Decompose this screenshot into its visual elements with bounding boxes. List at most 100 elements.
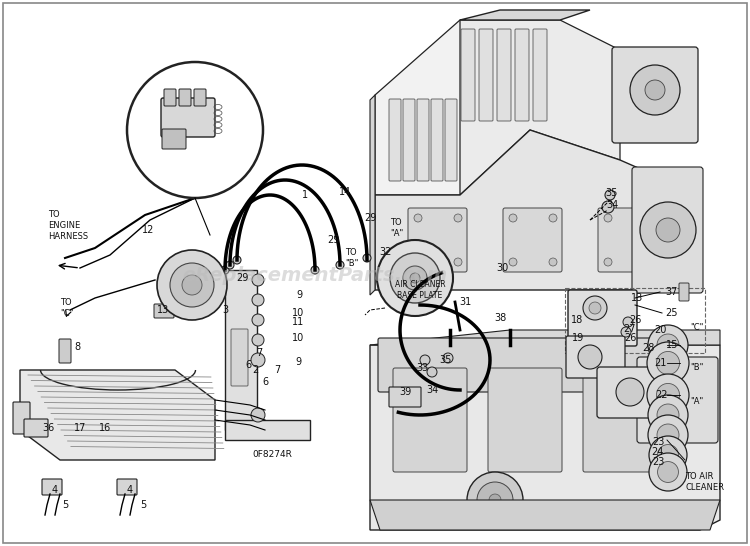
Circle shape [647, 374, 689, 416]
FancyBboxPatch shape [162, 129, 186, 149]
Circle shape [656, 218, 680, 242]
Text: 10: 10 [292, 333, 304, 343]
Circle shape [251, 353, 265, 367]
Circle shape [623, 317, 633, 327]
Text: TO
"B": TO "B" [345, 248, 358, 268]
FancyBboxPatch shape [488, 368, 562, 472]
Text: TO
"C": TO "C" [60, 298, 74, 318]
Text: eReplacementParts.com: eReplacementParts.com [182, 266, 448, 285]
Text: 28: 28 [642, 343, 654, 353]
Text: 5: 5 [62, 500, 68, 510]
FancyBboxPatch shape [231, 329, 248, 386]
Text: 38: 38 [494, 313, 506, 323]
Text: 8: 8 [74, 342, 80, 352]
Text: 2: 2 [252, 365, 258, 375]
Circle shape [657, 334, 679, 356]
Circle shape [578, 345, 602, 369]
Circle shape [363, 254, 371, 262]
FancyBboxPatch shape [598, 208, 657, 272]
Circle shape [509, 214, 517, 222]
Circle shape [630, 65, 680, 115]
Text: 9: 9 [296, 290, 302, 300]
Text: "C": "C" [690, 323, 703, 332]
FancyBboxPatch shape [612, 47, 698, 143]
Circle shape [616, 378, 644, 406]
Circle shape [221, 266, 229, 274]
Circle shape [182, 275, 202, 295]
Circle shape [602, 201, 614, 213]
Text: 23: 23 [652, 457, 664, 467]
FancyBboxPatch shape [389, 99, 401, 181]
Polygon shape [370, 345, 720, 530]
Polygon shape [375, 130, 700, 290]
Text: 25: 25 [666, 308, 678, 318]
FancyBboxPatch shape [503, 208, 562, 272]
FancyBboxPatch shape [59, 339, 71, 363]
Polygon shape [370, 95, 375, 295]
Text: 16: 16 [99, 423, 111, 433]
Text: 4: 4 [127, 485, 133, 495]
Text: 13: 13 [631, 293, 643, 303]
Circle shape [621, 327, 631, 337]
FancyBboxPatch shape [566, 336, 625, 378]
Circle shape [656, 352, 680, 375]
Text: 4: 4 [52, 485, 58, 495]
Circle shape [649, 453, 687, 491]
Circle shape [658, 444, 679, 465]
Text: 3: 3 [222, 305, 228, 315]
Circle shape [605, 190, 615, 200]
Text: 27: 27 [622, 324, 635, 334]
Circle shape [454, 214, 462, 222]
Circle shape [648, 395, 688, 435]
Circle shape [644, 214, 652, 222]
FancyBboxPatch shape [194, 89, 206, 106]
FancyBboxPatch shape [225, 270, 257, 430]
FancyBboxPatch shape [24, 419, 48, 437]
Circle shape [390, 253, 440, 303]
Circle shape [589, 302, 601, 314]
Text: 1: 1 [302, 190, 308, 200]
FancyBboxPatch shape [13, 402, 30, 434]
FancyBboxPatch shape [393, 368, 467, 472]
Text: 20: 20 [654, 325, 666, 335]
Circle shape [647, 342, 689, 384]
FancyBboxPatch shape [431, 99, 443, 181]
Text: 21: 21 [654, 358, 666, 368]
Text: 13: 13 [157, 305, 170, 315]
Circle shape [336, 261, 344, 269]
Text: "B": "B" [690, 363, 703, 372]
Circle shape [640, 202, 696, 258]
Circle shape [414, 214, 422, 222]
FancyBboxPatch shape [154, 304, 174, 318]
Text: 29: 29 [364, 213, 376, 223]
Polygon shape [370, 330, 720, 345]
Circle shape [658, 461, 679, 483]
Text: TO AIR
CLEANER: TO AIR CLEANER [685, 472, 724, 492]
Circle shape [251, 408, 265, 422]
FancyBboxPatch shape [597, 367, 663, 418]
Circle shape [377, 240, 453, 316]
Text: 26: 26 [624, 333, 636, 343]
Circle shape [489, 494, 501, 506]
FancyBboxPatch shape [378, 338, 682, 392]
Text: 35: 35 [439, 355, 452, 365]
Text: 34: 34 [426, 385, 438, 395]
Circle shape [648, 325, 688, 365]
FancyBboxPatch shape [479, 29, 493, 121]
Circle shape [604, 258, 612, 266]
FancyBboxPatch shape [497, 29, 511, 121]
Text: 17: 17 [74, 423, 86, 433]
FancyBboxPatch shape [408, 208, 467, 272]
Text: 14: 14 [339, 187, 351, 197]
Text: 6: 6 [262, 377, 268, 387]
Text: 7: 7 [274, 365, 280, 375]
Text: 0F8274R: 0F8274R [252, 450, 292, 459]
FancyBboxPatch shape [161, 98, 215, 137]
Polygon shape [20, 370, 215, 460]
Text: 5: 5 [140, 500, 146, 510]
Text: 32: 32 [379, 247, 392, 257]
FancyBboxPatch shape [445, 99, 457, 181]
Text: 26: 26 [628, 315, 641, 325]
Text: 24: 24 [651, 447, 663, 457]
Circle shape [477, 482, 513, 518]
